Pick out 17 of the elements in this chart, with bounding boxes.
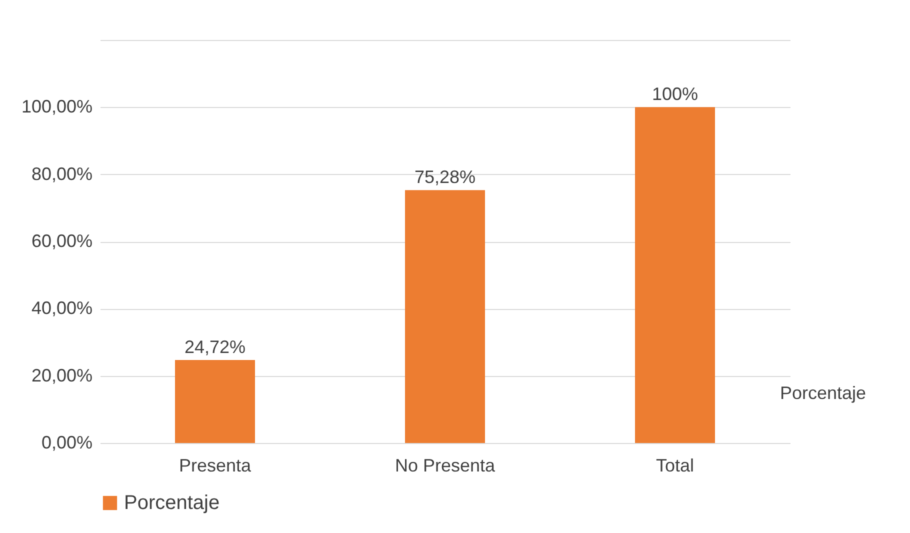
x-tick-label: Presenta <box>178 456 252 476</box>
bar <box>635 107 715 443</box>
text: 24,72% <box>184 336 246 357</box>
y-tick-label: 80,00% <box>31 164 92 184</box>
y-tick-label: 40,00% <box>31 298 92 318</box>
y-tick-label: 60,00% <box>31 231 92 251</box>
text: 75,28% <box>414 167 476 188</box>
y-tick-label: 100,00% <box>21 96 92 117</box>
y-tick-label: 0,00% <box>41 432 92 452</box>
x-tick-label: Total <box>656 456 694 476</box>
y-tick-label: 20,00% <box>31 365 92 386</box>
bar <box>405 190 485 443</box>
x-tick-label: No Presenta <box>394 456 496 476</box>
legend-label: Porcentaje <box>124 492 220 514</box>
text: 100% <box>652 84 698 104</box>
text: Porcentaje <box>780 383 866 403</box>
bar <box>175 360 255 443</box>
